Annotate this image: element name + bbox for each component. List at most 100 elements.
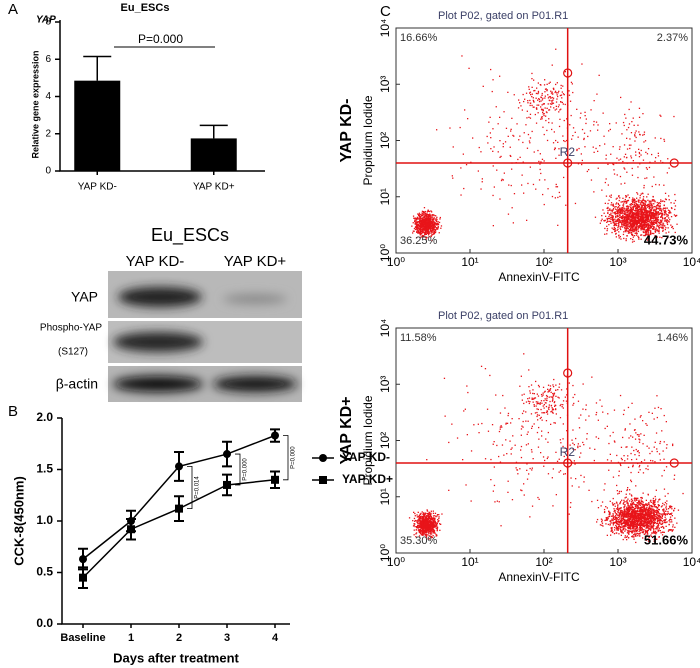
event-dot <box>551 195 554 198</box>
event-dot <box>431 527 434 529</box>
event-dot <box>645 219 647 222</box>
event-dot <box>642 532 644 534</box>
event-dot <box>656 521 659 523</box>
event-dot <box>640 238 642 240</box>
event-dot <box>427 524 429 526</box>
event-dot <box>421 217 423 219</box>
event-dot <box>628 231 630 233</box>
event-dot <box>560 94 563 96</box>
event-dot <box>655 210 657 213</box>
event-dot <box>549 103 552 105</box>
event-dot <box>613 163 615 166</box>
event-dot <box>623 210 625 212</box>
event-dot <box>645 151 647 153</box>
event-dot <box>632 527 634 529</box>
event-dot <box>654 215 656 217</box>
event-dot <box>624 219 626 222</box>
event-dot <box>628 500 631 502</box>
event-dot <box>495 106 497 108</box>
event-dot <box>424 226 426 228</box>
event-dot <box>421 222 423 225</box>
event-dot <box>430 531 433 533</box>
event-dot <box>439 523 441 525</box>
event-dot <box>635 226 637 228</box>
event-dot <box>645 230 647 232</box>
event-dot <box>614 208 617 210</box>
event-dot <box>532 183 535 186</box>
event-dot <box>529 92 531 94</box>
event-dot <box>663 504 665 506</box>
event-dot <box>550 97 552 99</box>
event-dot <box>639 509 641 511</box>
event-dot <box>623 499 625 501</box>
event-dot <box>517 107 520 109</box>
event-dot <box>537 112 539 114</box>
event-dot <box>538 100 541 103</box>
western-blot: Eu_ESCs YAP KD- YAP KD+ YAP Phospho-YAP … <box>40 225 302 402</box>
event-dot <box>653 505 656 507</box>
event-dot <box>616 157 618 159</box>
event-dot <box>570 81 573 83</box>
event-dot <box>547 103 549 105</box>
event-dot <box>648 503 650 505</box>
event-dot <box>634 212 636 214</box>
event-dot <box>630 132 633 134</box>
event-dot <box>654 201 656 203</box>
event-dot <box>427 514 429 516</box>
event-dot <box>504 141 507 143</box>
panel-label: A <box>8 1 18 18</box>
event-dot <box>614 230 616 233</box>
event-dot <box>554 147 556 149</box>
event-dot <box>618 492 620 494</box>
event-dot <box>646 230 648 232</box>
event-dot <box>546 89 548 91</box>
event-dot <box>413 230 415 232</box>
event-dot <box>540 161 542 163</box>
event-dot <box>619 208 621 210</box>
event-dot <box>647 216 650 218</box>
event-dot <box>641 527 643 530</box>
event-dot <box>642 214 644 217</box>
event-dot <box>561 97 563 99</box>
event-dot <box>426 220 428 223</box>
event-dot <box>668 211 670 214</box>
point <box>79 555 87 564</box>
event-dot <box>619 175 622 178</box>
event-dot <box>425 231 427 233</box>
event-dot <box>619 197 621 199</box>
event-dot <box>615 198 617 200</box>
event-dot <box>423 519 425 521</box>
event-dot <box>422 229 424 231</box>
event-dot <box>419 233 421 235</box>
event-dot <box>625 521 627 523</box>
event-dot <box>639 213 641 215</box>
event-dot <box>492 79 494 81</box>
event-dot <box>626 212 628 214</box>
event-dot <box>661 224 663 226</box>
event-dot <box>425 531 427 533</box>
event-dot <box>665 505 667 507</box>
event-dot <box>661 531 664 533</box>
event-dot <box>627 225 629 227</box>
event-dot <box>624 536 626 539</box>
event-dot <box>529 91 532 93</box>
event-dot <box>630 506 632 508</box>
event-dot <box>639 226 642 228</box>
event-dot <box>626 201 628 203</box>
event-dot <box>640 154 642 156</box>
event-dot <box>654 231 657 233</box>
event-dot <box>430 210 432 212</box>
event-dot <box>597 129 599 131</box>
event-dot <box>636 209 638 212</box>
event-dot <box>659 530 661 532</box>
event-dot <box>636 207 638 209</box>
event-dot <box>421 521 423 523</box>
event-dot <box>653 232 655 235</box>
event-dot <box>631 531 633 533</box>
event-dot <box>628 218 630 221</box>
event-dot <box>657 504 659 506</box>
event-dot <box>481 181 483 183</box>
event-dot <box>568 94 571 96</box>
event-dot <box>424 232 426 234</box>
event-dot <box>593 191 595 193</box>
